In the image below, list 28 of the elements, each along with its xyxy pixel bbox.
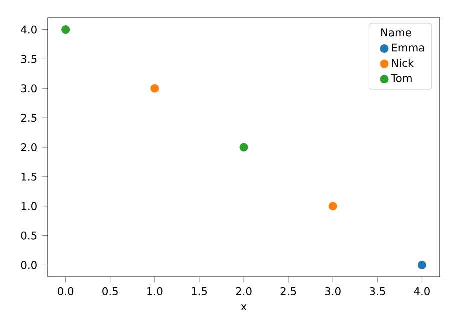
legend-title: Name bbox=[382, 28, 412, 37]
y-tick-label: 3.0 bbox=[21, 84, 37, 93]
x-tick-label: 3.0 bbox=[325, 287, 341, 296]
y-tick-label: 0.0 bbox=[21, 261, 37, 270]
x-tick-label: 1.0 bbox=[148, 287, 163, 296]
y-tick-label: 2.5 bbox=[21, 114, 37, 122]
y-tick-label: 1.5 bbox=[22, 172, 37, 181]
point bbox=[240, 143, 248, 152]
legend-label: Tom bbox=[391, 74, 412, 82]
y-tick-label: 1.0 bbox=[22, 202, 37, 210]
x-tick-label: 2.5 bbox=[280, 287, 296, 296]
x-tick-label: 4.0 bbox=[414, 287, 430, 296]
point bbox=[150, 84, 160, 93]
point bbox=[62, 26, 70, 34]
x-tick-label: 1.5 bbox=[192, 287, 208, 296]
point bbox=[328, 202, 338, 211]
legend-label: Nick bbox=[392, 59, 414, 68]
x-tick-label: 3.5 bbox=[370, 287, 386, 296]
legend-label: Emma bbox=[392, 44, 424, 52]
y-tick-label: 4.0 bbox=[21, 26, 37, 34]
y-tick-label: 3.5 bbox=[21, 55, 37, 64]
x-tick-label: 0.5 bbox=[102, 287, 118, 296]
y-tick-label: 2.0 bbox=[21, 143, 37, 152]
y-tick-label: 0.5 bbox=[21, 232, 37, 240]
x-axis-title: x bbox=[241, 304, 247, 310]
x-tick-label: 0.0 bbox=[58, 287, 74, 296]
x-tick-label: 2.0 bbox=[236, 287, 252, 296]
point bbox=[418, 260, 426, 270]
